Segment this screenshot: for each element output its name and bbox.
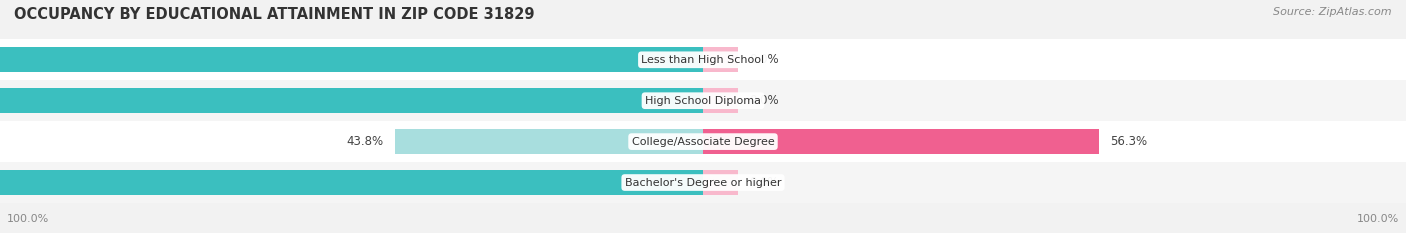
Text: 0.0%: 0.0% — [749, 53, 779, 66]
Text: College/Associate Degree: College/Associate Degree — [631, 137, 775, 147]
Text: Less than High School: Less than High School — [641, 55, 765, 65]
Text: High School Diploma: High School Diploma — [645, 96, 761, 106]
Bar — [703, 88, 738, 113]
Bar — [703, 129, 1099, 154]
Bar — [0, 170, 703, 195]
Bar — [0, 47, 703, 72]
Text: OCCUPANCY BY EDUCATIONAL ATTAINMENT IN ZIP CODE 31829: OCCUPANCY BY EDUCATIONAL ATTAINMENT IN Z… — [14, 7, 534, 22]
Bar — [703, 47, 738, 72]
Text: 100.0%: 100.0% — [7, 214, 49, 224]
Text: 100.0%: 100.0% — [1357, 214, 1399, 224]
Text: Bachelor's Degree or higher: Bachelor's Degree or higher — [624, 178, 782, 188]
Text: 43.8%: 43.8% — [347, 135, 384, 148]
Bar — [0, 88, 703, 113]
Bar — [0, 39, 1406, 80]
Text: Source: ZipAtlas.com: Source: ZipAtlas.com — [1274, 7, 1392, 17]
Bar — [0, 162, 1406, 203]
Text: 0.0%: 0.0% — [749, 94, 779, 107]
Bar — [395, 129, 703, 154]
Text: 56.3%: 56.3% — [1111, 135, 1147, 148]
Bar — [703, 170, 738, 195]
Bar — [0, 80, 1406, 121]
Bar — [0, 121, 1406, 162]
Text: 0.0%: 0.0% — [749, 176, 779, 189]
